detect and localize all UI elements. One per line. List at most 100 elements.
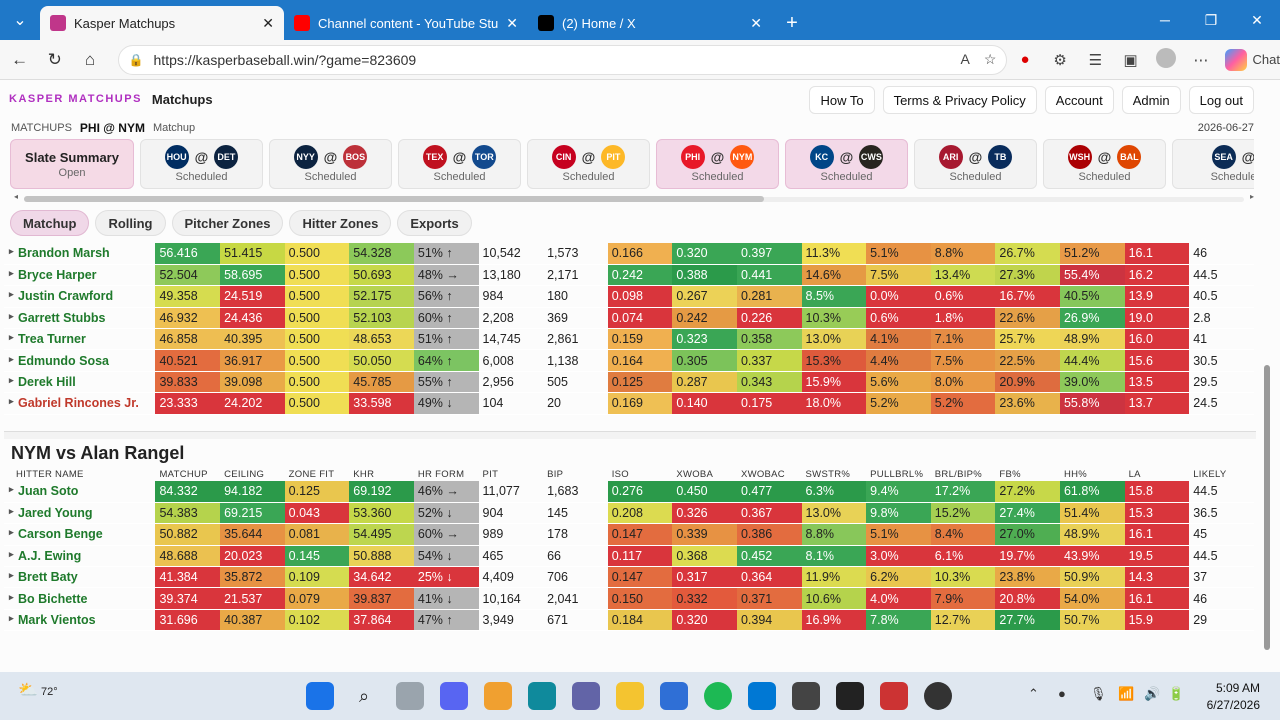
browser-tab[interactable]: Channel content - YouTube Studio ✕ (284, 6, 528, 40)
tab-rolling[interactable]: Rolling (95, 210, 166, 236)
game-card[interactable]: TEX @ TOR Scheduled (398, 139, 521, 189)
column-header[interactable]: HITTER NAME (16, 468, 84, 480)
discord-icon[interactable] (440, 682, 468, 710)
game-card[interactable]: PHI @ NYM Scheduled (656, 139, 779, 189)
tray-app-icon[interactable]: ● (1058, 686, 1066, 701)
column-header[interactable]: CEILING (224, 468, 265, 480)
column-header[interactable]: ISO (611, 468, 629, 480)
column-header[interactable]: BIP (547, 468, 564, 480)
restore-icon[interactable]: ❐ (1204, 11, 1218, 28)
wifi-icon[interactable]: 📶 (1118, 686, 1135, 701)
game-strip-scrollbar[interactable]: ◂ ▸ (14, 192, 1254, 203)
column-header[interactable]: PULLBRL% (870, 468, 924, 480)
column-header[interactable]: HH% (1063, 468, 1088, 480)
site-info-icon[interactable]: 🔒 (128, 52, 144, 67)
notepad-icon[interactable] (792, 682, 820, 710)
close-tab-icon[interactable]: ✕ (262, 14, 274, 31)
url-field[interactable]: 🔒 https://kasperbaseball.win/?game=82360… (117, 44, 1008, 75)
profile-avatar[interactable] (1148, 47, 1183, 72)
column-header[interactable]: BRL/BIP% (934, 468, 983, 480)
hitter-name[interactable]: Gabriel Rincones Jr. (4, 392, 156, 415)
ad-blocker-icon[interactable]: ● (1020, 51, 1030, 68)
brand-logo-text[interactable]: KASPER MATCHUPS (9, 93, 142, 105)
hitter-name[interactable]: Trea Turner (4, 328, 156, 351)
game-card[interactable]: WSH @ BAL Scheduled (1043, 139, 1166, 189)
column-header[interactable]: HR FORM (417, 468, 465, 480)
column-header[interactable]: KHR (353, 468, 375, 480)
column-header[interactable]: PIT (482, 468, 499, 480)
close-tab-icon[interactable]: ✕ (506, 14, 518, 31)
spotify-icon[interactable] (704, 682, 732, 710)
scroll-left-icon[interactable]: ◂ (14, 192, 19, 201)
game-card[interactable]: HOU @ DET Scheduled (140, 139, 263, 189)
page-scrollbar[interactable] (1262, 245, 1272, 665)
browser-tab[interactable]: Kasper Matchups ✕ (40, 6, 284, 40)
column-header[interactable]: LA (1128, 468, 1141, 480)
column-header[interactable]: ZONE FIT (288, 468, 335, 480)
game-card[interactable]: NYY @ BOS Scheduled (269, 139, 392, 189)
table-row[interactable]: Brandon Marsh56.41651.4150.50054.32851% … (4, 243, 1254, 265)
tab-list-dropdown-icon[interactable]: ⌄ (13, 12, 27, 29)
mail-icon[interactable] (660, 682, 688, 710)
tab-exports[interactable]: Exports (397, 210, 472, 236)
terminal-icon[interactable] (836, 682, 864, 710)
hitter-name[interactable]: Mark Vientos (4, 609, 156, 632)
copilot-app-icon[interactable] (484, 682, 512, 710)
microphone-icon[interactable]: 🎙 (1090, 686, 1107, 701)
hitter-name[interactable]: Carson Benge (4, 523, 156, 546)
start-icon[interactable] (306, 682, 334, 710)
column-header[interactable]: XWOBA (676, 468, 714, 480)
hitter-name[interactable]: Bryce Harper (4, 264, 156, 287)
header-button-admin[interactable]: Admin (1121, 86, 1181, 114)
teams-icon[interactable] (572, 682, 600, 710)
snipping-tool-icon[interactable] (880, 682, 908, 710)
tray-overflow-icon[interactable]: ⌃ (1028, 686, 1039, 701)
crumb-section[interactable]: MATCHUPS (11, 122, 72, 134)
clock[interactable]: 5:09 AM 6/27/2026 (1207, 680, 1260, 714)
scroll-right-icon[interactable]: ▸ (1249, 192, 1254, 201)
task-view-icon[interactable] (396, 682, 424, 710)
volume-icon[interactable]: 🔊 (1144, 686, 1161, 701)
close-tab-icon[interactable]: ✕ (750, 14, 762, 31)
read-aloud-icon[interactable]: A (960, 51, 970, 67)
hitter-name[interactable]: Brett Baty (4, 566, 156, 589)
header-button-account[interactable]: Account (1044, 86, 1114, 114)
hitter-name[interactable]: Juan Soto (4, 481, 156, 503)
file-explorer-icon[interactable] (616, 682, 644, 710)
column-header[interactable]: FB% (999, 468, 1021, 480)
hitter-name[interactable]: Justin Crawford (4, 285, 156, 308)
edge-icon[interactable] (528, 682, 556, 710)
battery-icon[interactable]: 🔋 (1168, 686, 1185, 701)
minimize-icon[interactable]: ─ (1160, 12, 1170, 28)
table-row[interactable]: Garrett Stubbs46.93224.4360.50052.10360%… (4, 307, 1254, 330)
table-row[interactable]: Justin Crawford49.35824.5190.50052.17556… (4, 285, 1254, 308)
browser-tab[interactable]: (2) Home / X ✕ (528, 6, 772, 40)
column-header[interactable]: LIKELY (1193, 468, 1227, 480)
vscode-icon[interactable] (748, 682, 776, 710)
home-icon[interactable]: ⌂ (84, 49, 96, 69)
hitter-name[interactable]: A.J. Ewing (4, 545, 156, 568)
hitter-name[interactable]: Jared Young (4, 502, 156, 525)
back-icon[interactable]: ← (11, 49, 29, 69)
collections-icon[interactable]: ▣ (1123, 51, 1138, 69)
tab-matchup[interactable]: Matchup (10, 210, 90, 236)
header-button-log-out[interactable]: Log out (1188, 86, 1254, 114)
close-window-icon[interactable]: ✕ (1251, 11, 1263, 28)
game-card[interactable]: KC @ CWS Scheduled (785, 139, 908, 189)
hitter-name[interactable]: Garrett Stubbs (4, 307, 156, 330)
favorites-icon[interactable]: ☰ (1088, 51, 1103, 69)
hitter-name[interactable]: Bo Bichette (4, 587, 156, 610)
game-card[interactable]: CIN @ PIT Scheduled (527, 139, 650, 189)
slate-summary-card[interactable]: Slate Summary Open (10, 139, 134, 189)
column-header[interactable]: SWSTR% (805, 468, 851, 480)
table-row[interactable]: Gabriel Rincones Jr.23.33324.2020.50033.… (4, 392, 1254, 415)
hitter-name[interactable]: Edmundo Sosa (4, 349, 156, 372)
